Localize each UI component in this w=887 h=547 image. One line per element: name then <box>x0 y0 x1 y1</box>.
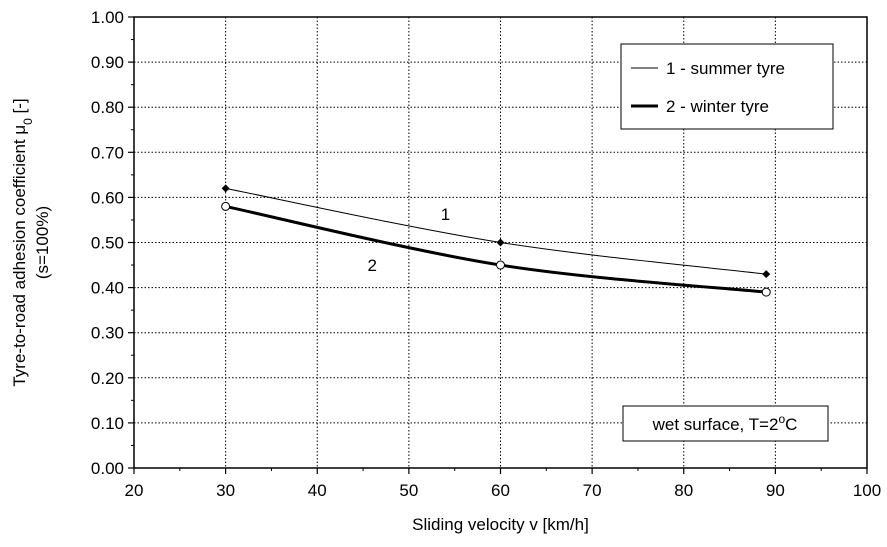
y-tick-label: 0.70 <box>91 143 124 162</box>
y-axis-title-line1: Tyre-to-road adhesion coefficient μ0 [-] <box>10 98 35 386</box>
y-tick-label: 0.20 <box>91 369 124 388</box>
y-axis-title-main: Tyre-to-road adhesion coefficient μ <box>10 125 29 387</box>
x-tick-label: 80 <box>674 481 693 500</box>
series-line-1 <box>225 187 767 275</box>
y-tick-label: 1.00 <box>91 8 124 27</box>
x-tick-label: 50 <box>399 481 418 500</box>
y-axis-title: Tyre-to-road adhesion coefficient μ0 [-]… <box>10 98 52 386</box>
x-tick-label: 90 <box>766 481 785 500</box>
y-tick-label: 0.00 <box>91 459 124 478</box>
x-tick-label: 20 <box>125 481 144 500</box>
annotation-text: wet surface, T=2oC <box>652 412 798 434</box>
annotation-superscript: o <box>778 412 785 426</box>
series-line-2 <box>225 204 767 294</box>
y-tick-label: 0.80 <box>91 98 124 117</box>
y-axis-title-line2: (s=100%) <box>33 206 52 279</box>
annotation-suffix: C <box>785 415 797 434</box>
annotation-prefix: wet surface, T=2 <box>652 415 779 434</box>
y-tick-label: 0.50 <box>91 234 124 253</box>
curve-label-winter: 2 <box>367 256 376 275</box>
markers <box>221 184 771 297</box>
data-point-summer <box>762 270 771 279</box>
annotation-box <box>622 405 829 442</box>
data-point-winter <box>221 201 231 211</box>
x-tick-label: 100 <box>853 481 881 500</box>
curves <box>225 187 767 294</box>
condition-annotation: wet surface, T=2oC <box>622 405 829 442</box>
y-axis-title-unit: [-] <box>10 98 29 118</box>
x-axis-title: Sliding velocity v [km/h] <box>412 515 589 534</box>
curve-label-summer: 1 <box>441 205 450 224</box>
x-tick-label: 70 <box>583 481 602 500</box>
data-point-winter <box>496 260 505 270</box>
tick-labels: 0.00 0.10 0.20 0.30 0.40 0.50 0.60 0.70 0.80 0.90… <box>91 8 881 500</box>
y-axis-title-subscript: 0 <box>21 118 35 125</box>
x-tick-label: 30 <box>216 481 235 500</box>
legend: 1 - summer tyre 2 - winter tyre <box>620 43 834 130</box>
data-point-winter <box>761 287 771 297</box>
y-tick-label: 0.30 <box>91 324 124 343</box>
data-point-summer <box>496 238 505 247</box>
axis-ticks <box>128 16 868 474</box>
x-tick-label: 40 <box>308 481 327 500</box>
y-tick-label: 0.60 <box>91 188 124 207</box>
curve-labels: 1 2 <box>367 205 450 275</box>
legend-box <box>620 43 834 130</box>
y-tick-label: 0.90 <box>91 53 124 72</box>
y-tick-label: 0.10 <box>91 414 124 433</box>
data-point-summer <box>221 184 230 193</box>
legend-entry-summer: 1 - summer tyre <box>666 59 785 78</box>
x-tick-label: 60 <box>491 481 510 500</box>
y-tick-label: 0.40 <box>91 279 124 298</box>
legend-entry-winter: 2 - winter tyre <box>666 97 769 116</box>
